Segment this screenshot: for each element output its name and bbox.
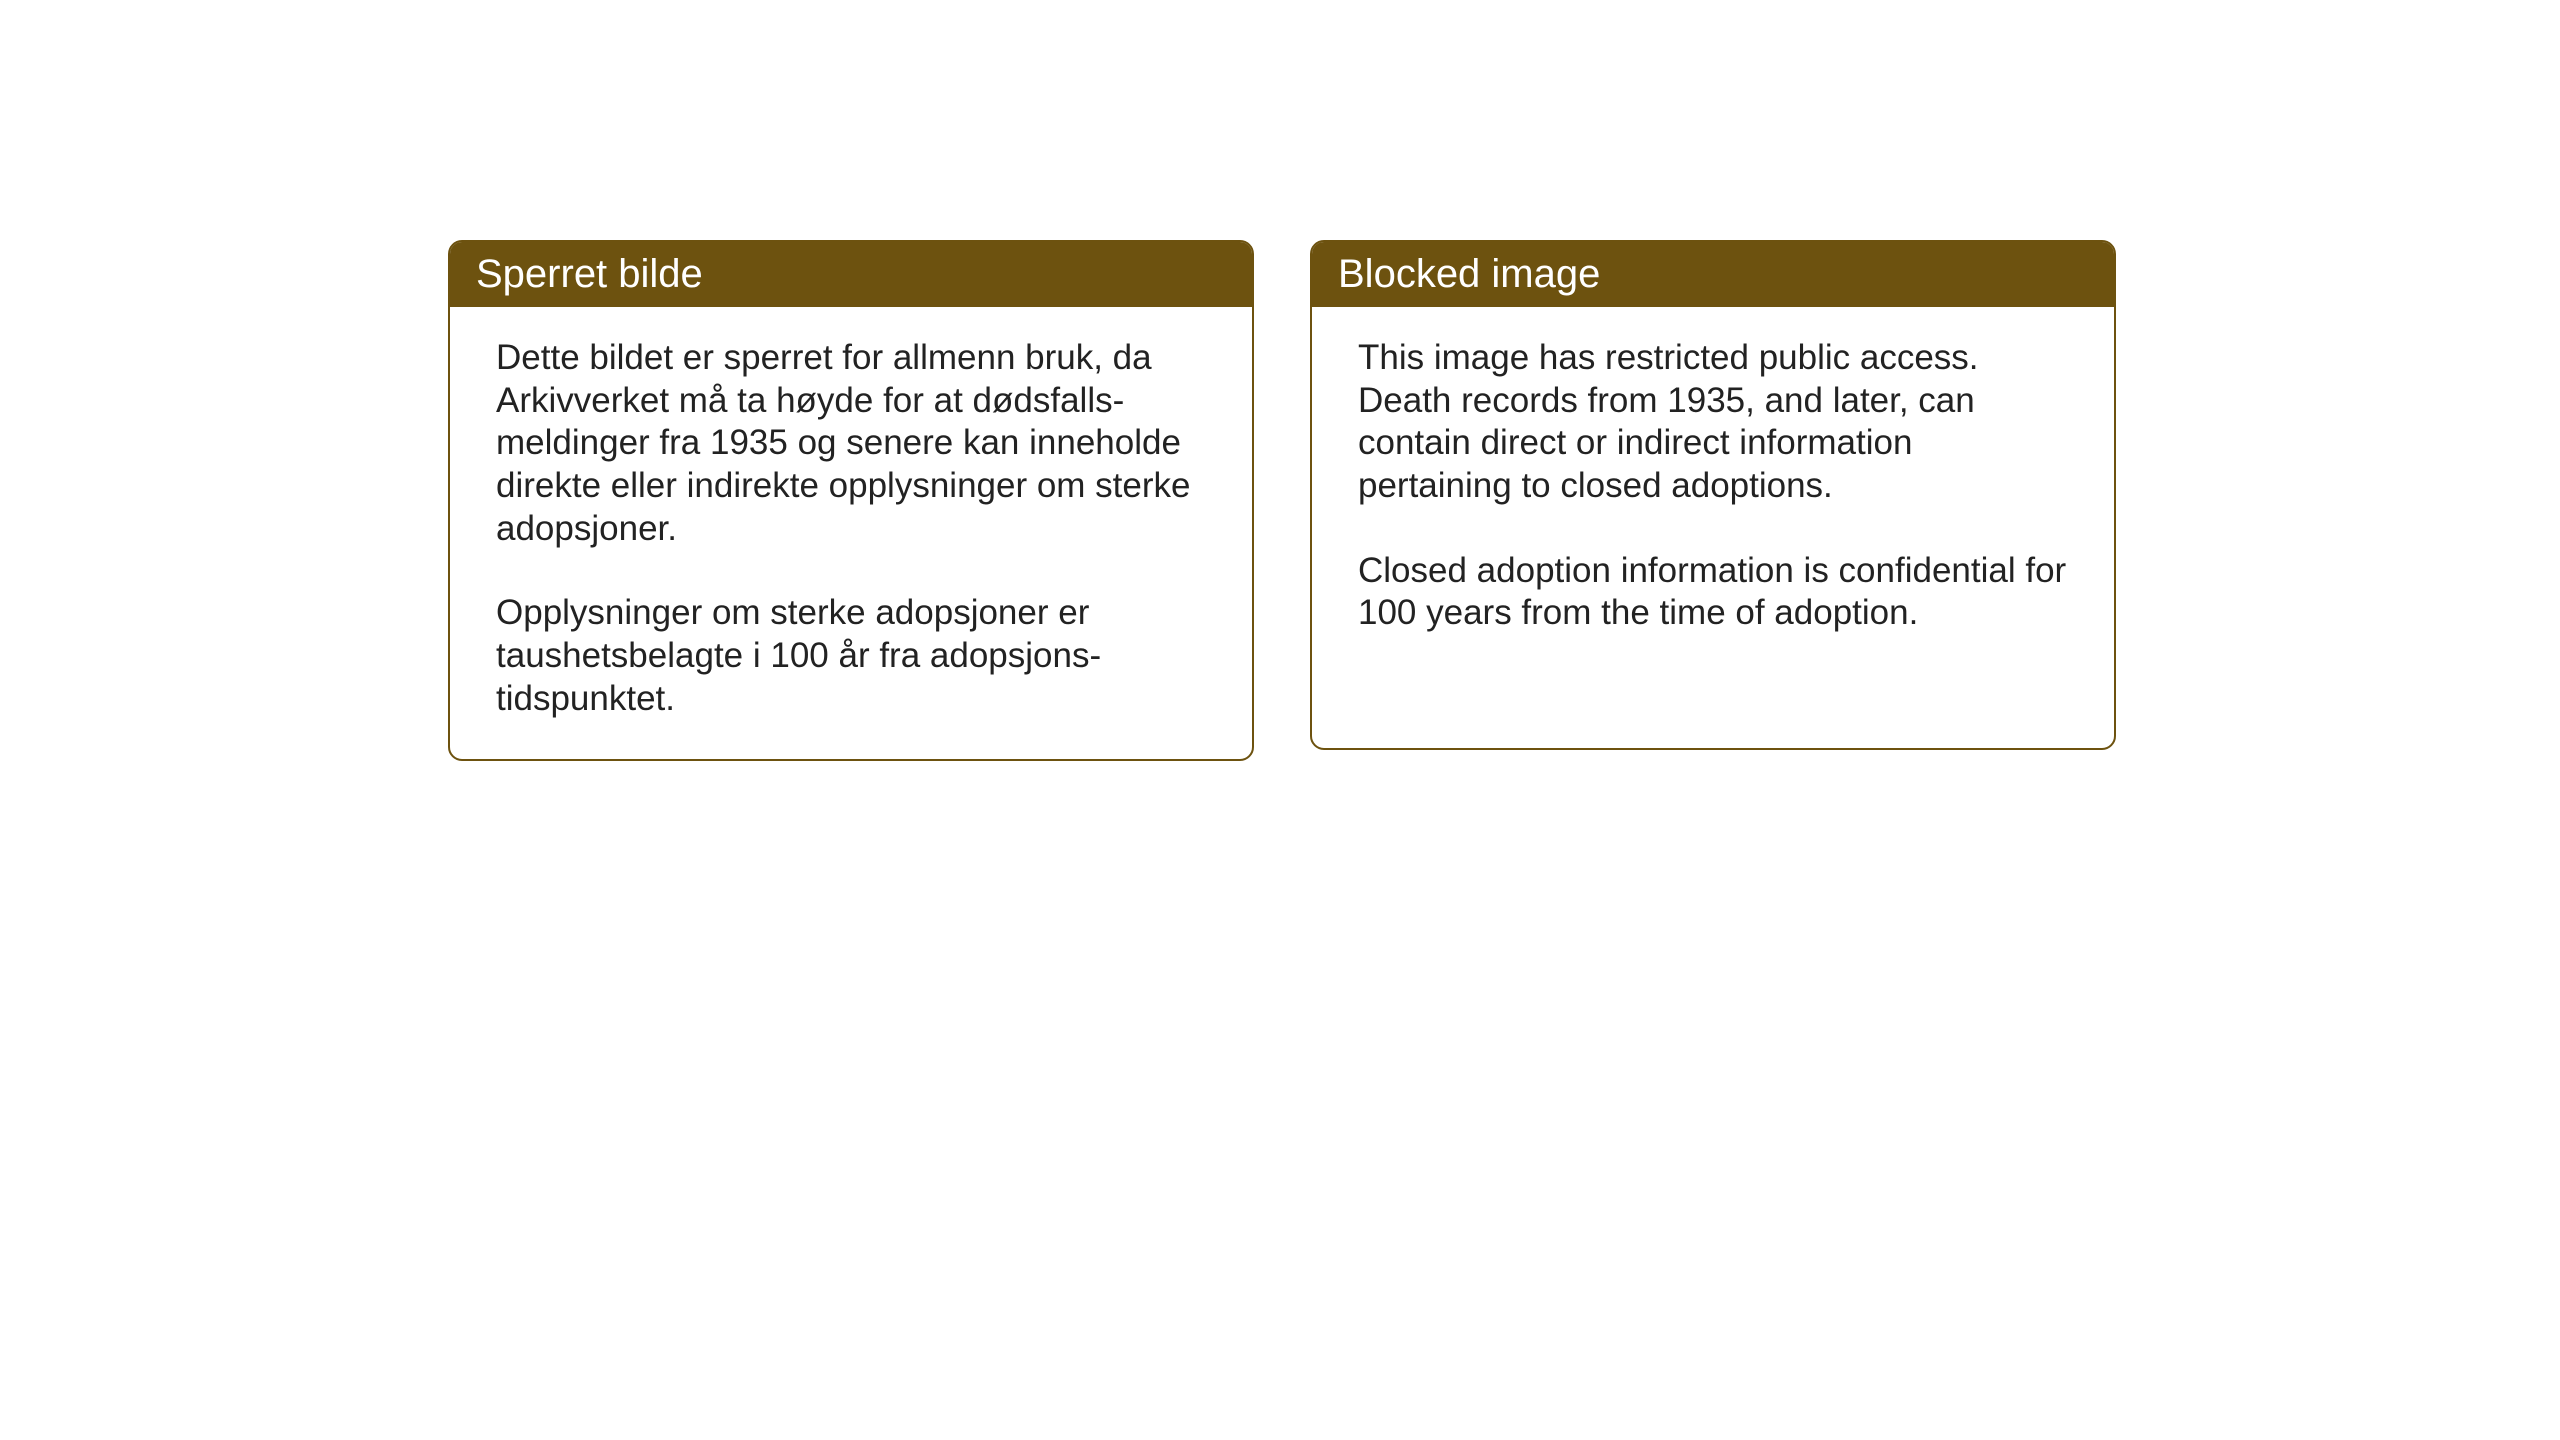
card-title-english: Blocked image [1312, 242, 2114, 307]
card-body-english: This image has restricted public access.… [1312, 307, 2114, 673]
paragraph-2-norwegian: Opplysninger om sterke adopsjoner er tau… [496, 592, 1206, 720]
card-title-norwegian: Sperret bilde [450, 242, 1252, 307]
notice-card-norwegian: Sperret bilde Dette bildet er sperret fo… [448, 240, 1254, 761]
notice-container: Sperret bilde Dette bildet er sperret fo… [448, 240, 2116, 761]
notice-card-english: Blocked image This image has restricted … [1310, 240, 2116, 750]
paragraph-1-norwegian: Dette bildet er sperret for allmenn bruk… [496, 337, 1206, 550]
card-body-norwegian: Dette bildet er sperret for allmenn bruk… [450, 307, 1252, 759]
paragraph-1-english: This image has restricted public access.… [1358, 337, 2068, 508]
paragraph-2-english: Closed adoption information is confident… [1358, 550, 2068, 635]
